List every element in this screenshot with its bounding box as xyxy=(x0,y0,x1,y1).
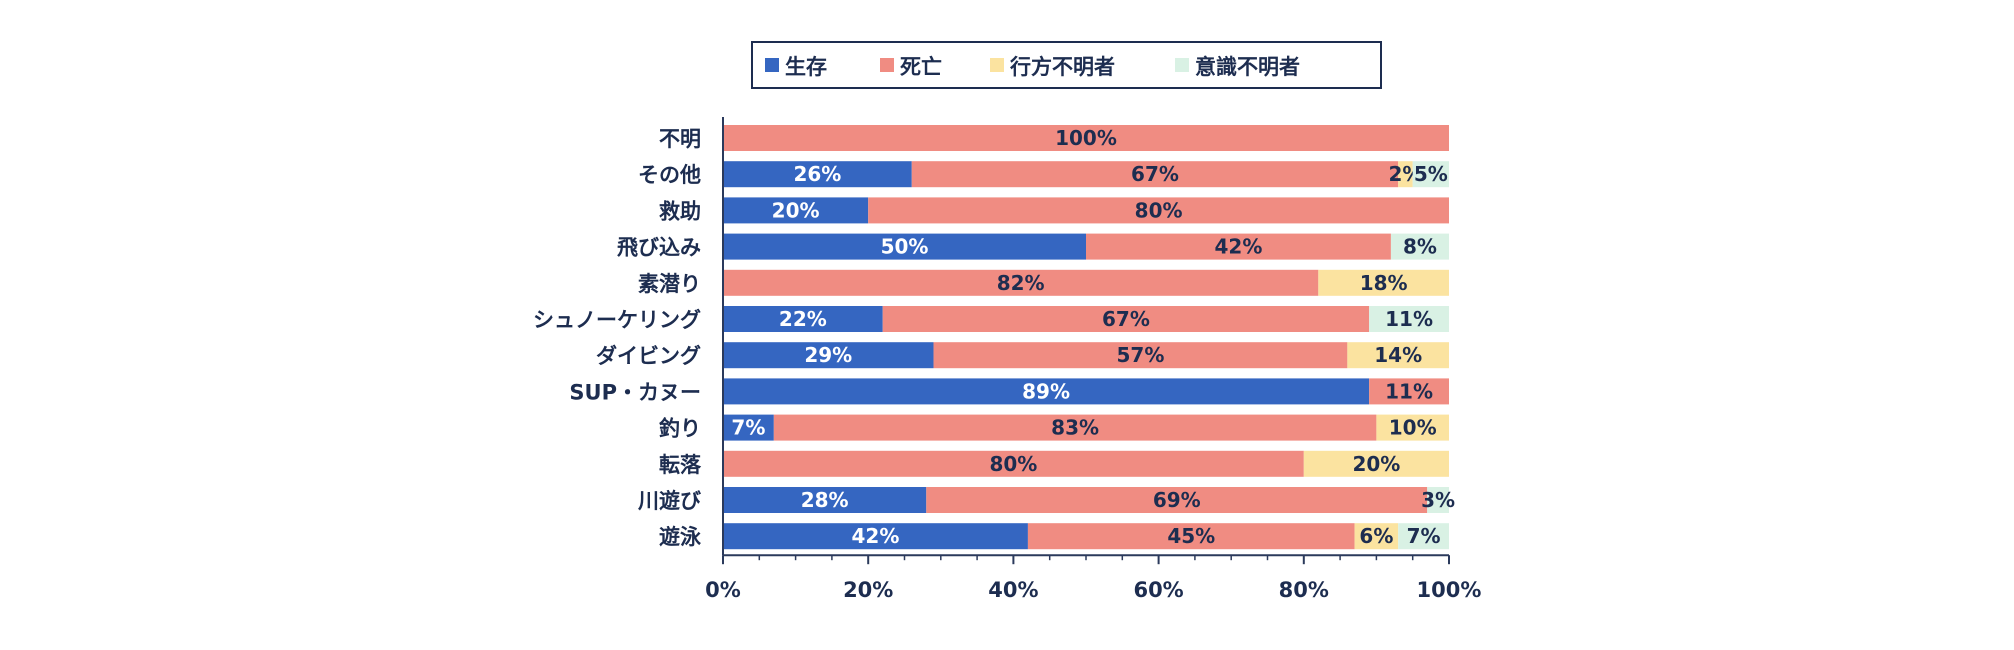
bar-segment xyxy=(723,233,1086,260)
bar-segment xyxy=(1369,306,1449,332)
bar-segment xyxy=(911,161,1399,188)
data-label: 3% xyxy=(1421,488,1455,512)
x-tick-label: 40% xyxy=(988,578,1038,602)
bar-segment xyxy=(1369,378,1449,405)
bar-segment xyxy=(1412,161,1449,188)
bar-segment xyxy=(1398,161,1413,188)
legend-label-2: 行方不明者 xyxy=(1009,55,1115,79)
bar-segment xyxy=(1347,342,1449,369)
data-label: 57% xyxy=(1117,343,1165,367)
bar-segment xyxy=(1390,233,1449,260)
data-label: 14% xyxy=(1374,343,1422,367)
data-label: 22% xyxy=(779,307,827,331)
category-label: 釣り xyxy=(659,417,701,441)
data-label: 69% xyxy=(1153,488,1201,512)
data-label: 10% xyxy=(1389,416,1437,440)
category-label: 不明 xyxy=(659,127,701,151)
data-label: 11% xyxy=(1385,307,1433,331)
x-tick-label: 80% xyxy=(1279,578,1329,602)
data-label: 29% xyxy=(804,343,852,367)
category-label: ダイビング xyxy=(596,344,701,368)
bar-segment xyxy=(723,197,869,224)
x-tick-label: 20% xyxy=(843,578,893,602)
legend-swatch-0 xyxy=(765,58,779,72)
data-label: 20% xyxy=(1352,452,1400,476)
data-label: 26% xyxy=(793,162,841,186)
x-tick-label: 60% xyxy=(1133,578,1183,602)
data-label: 42% xyxy=(852,524,900,548)
data-label: 7% xyxy=(731,416,765,440)
bar-segment xyxy=(723,523,1028,550)
category-label: 遊泳 xyxy=(659,525,702,549)
category-label: 素潜り xyxy=(638,272,701,296)
bar-segment xyxy=(1427,487,1449,513)
data-label: 18% xyxy=(1360,271,1408,295)
bar-segment xyxy=(1303,450,1449,477)
data-label: 67% xyxy=(1102,307,1150,331)
bar-segment xyxy=(1354,523,1399,550)
bar-segment xyxy=(723,450,1304,477)
x-tick-label: 100% xyxy=(1417,578,1482,602)
data-label: 28% xyxy=(801,488,849,512)
category-label: その他 xyxy=(638,163,701,187)
legend-swatch-2 xyxy=(990,58,1004,72)
legend-label-0: 生存 xyxy=(785,55,827,79)
bar-segment xyxy=(723,161,912,188)
bar-segment xyxy=(1398,523,1449,550)
category-label: 転落 xyxy=(659,453,702,477)
data-label: 20% xyxy=(772,198,820,222)
bar-segment xyxy=(933,342,1348,369)
data-label: 80% xyxy=(1135,198,1183,222)
data-label: 7% xyxy=(1407,524,1441,548)
data-label: 67% xyxy=(1131,162,1179,186)
category-label: シュノーケリング xyxy=(533,308,701,332)
data-label: 8% xyxy=(1403,235,1437,259)
legend-swatch-1 xyxy=(880,58,894,72)
data-label: 100% xyxy=(1055,126,1117,150)
bar-segment xyxy=(723,487,927,513)
data-label: 5% xyxy=(1414,162,1448,186)
bar-segment xyxy=(1376,414,1449,441)
data-label: 45% xyxy=(1167,524,1215,548)
category-label: SUP・カヌー xyxy=(569,380,701,404)
bar-segment xyxy=(868,197,1449,224)
category-label: 救助 xyxy=(659,199,701,223)
bar-segment xyxy=(1086,233,1391,260)
legend-box xyxy=(751,41,1382,89)
data-label: 89% xyxy=(1022,379,1070,403)
bar-segment xyxy=(1027,523,1355,550)
bar-segment xyxy=(723,378,1370,405)
bar-segment xyxy=(882,306,1370,332)
bar-segment xyxy=(1318,269,1449,296)
x-tick-label: 0% xyxy=(705,578,741,602)
data-label: 83% xyxy=(1051,416,1099,440)
bar-segment xyxy=(926,487,1428,513)
legend-label-3: 意識不明者 xyxy=(1195,55,1300,79)
category-label: 川遊び xyxy=(637,489,701,513)
data-label: 82% xyxy=(997,271,1045,295)
data-label: 6% xyxy=(1359,524,1393,548)
bar-segment xyxy=(773,414,1377,441)
bar-segment xyxy=(723,342,934,369)
bar-segment xyxy=(723,414,774,441)
bar-segment xyxy=(723,125,1449,151)
data-label: 80% xyxy=(989,452,1037,476)
data-label: 11% xyxy=(1385,379,1433,403)
legend-swatch-3 xyxy=(1175,58,1189,72)
legend-label-1: 死亡 xyxy=(900,55,942,79)
data-label: 42% xyxy=(1215,235,1263,259)
data-label: 50% xyxy=(881,235,929,259)
category-label: 飛び込み xyxy=(617,236,701,260)
bar-segment xyxy=(723,269,1319,296)
bar-segment xyxy=(723,306,883,332)
